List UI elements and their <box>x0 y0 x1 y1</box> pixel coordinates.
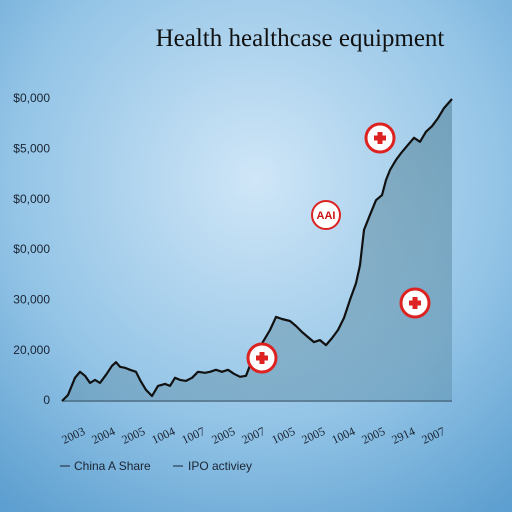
y-tick-label: $5,000 <box>13 142 50 156</box>
legend-label: China A Share <box>74 459 151 473</box>
y-tick-label: 30,000 <box>13 293 50 307</box>
annotation: AAI <box>317 210 336 222</box>
area <box>62 99 452 401</box>
y-tick-label: $0,000 <box>13 91 50 105</box>
chart-title: Health healthcase equipment <box>156 25 445 52</box>
annotation-badge <box>311 200 341 230</box>
y-tick-label: 0 <box>43 393 50 407</box>
icon <box>246 122 431 374</box>
y-tick-label: 20,000 <box>13 343 50 357</box>
y-tick-label: $0,000 <box>13 192 50 206</box>
y-tick-label: $0,000 <box>13 242 50 256</box>
legend-label: IPO activiey <box>188 459 252 473</box>
